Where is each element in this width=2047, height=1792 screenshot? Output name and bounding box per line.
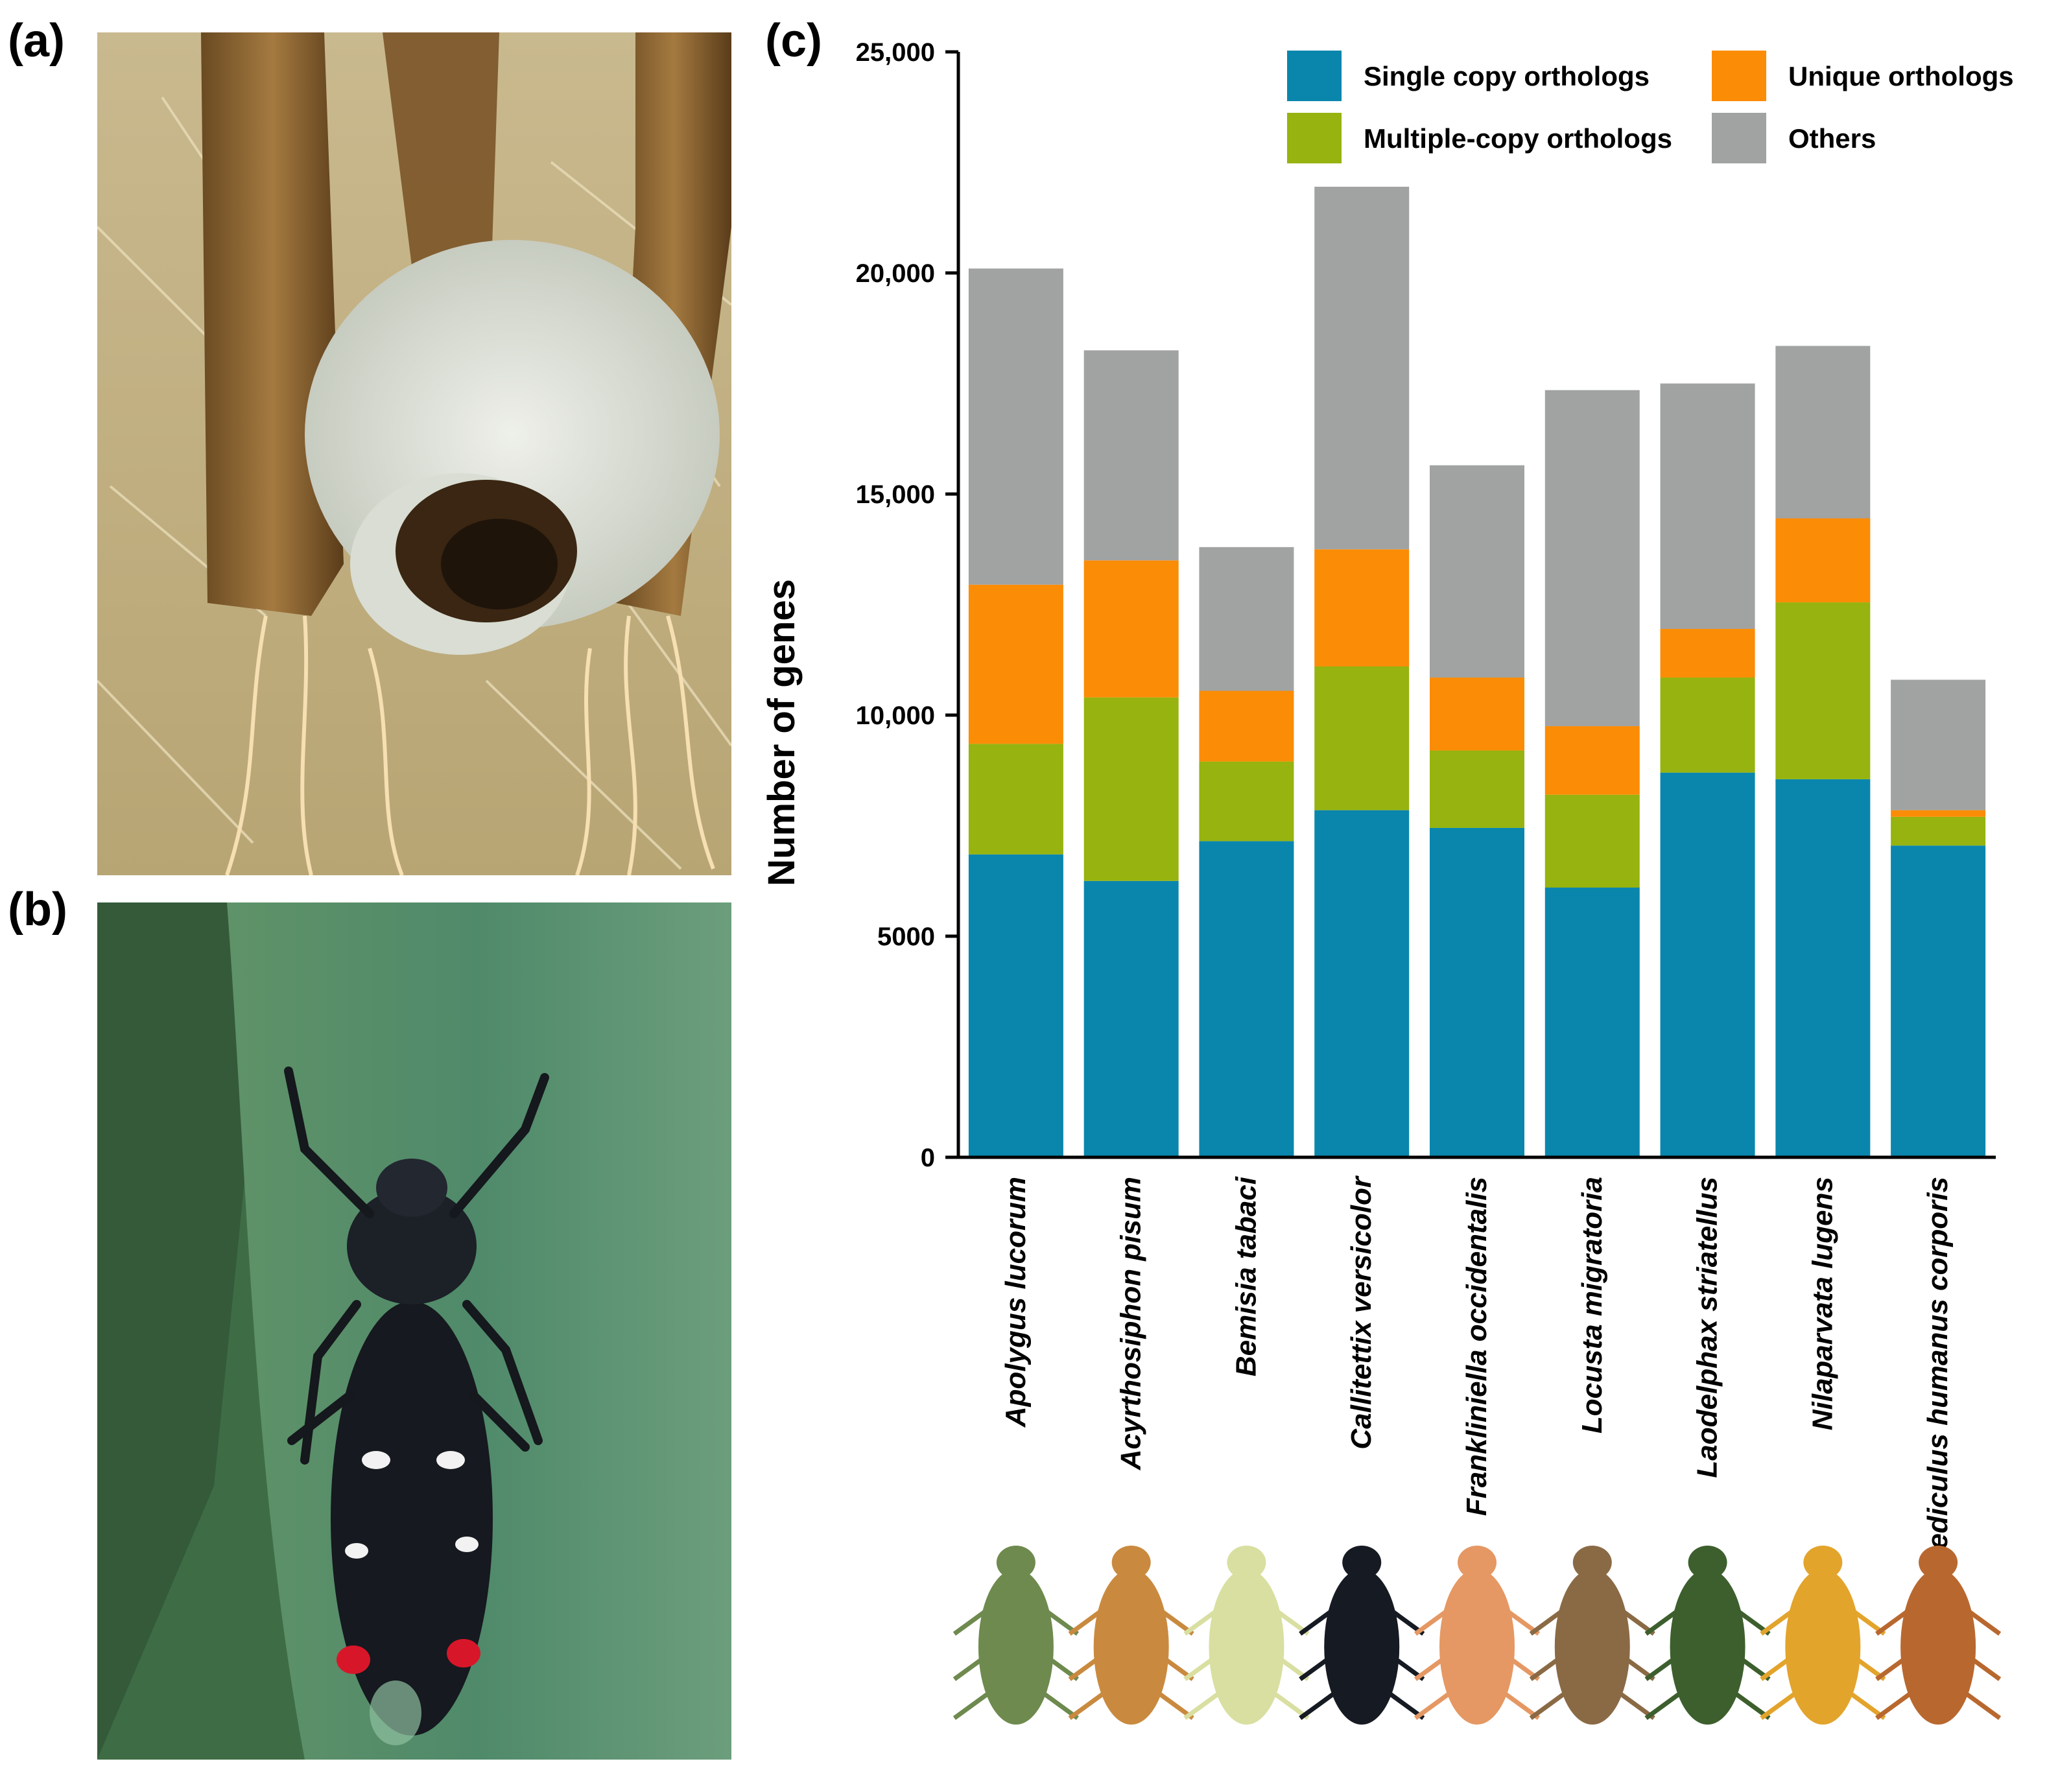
photo-a-nymph-spittle: [97, 32, 731, 875]
adult-froghopper-on-leaf-photo-icon: [97, 902, 731, 1760]
bar-segment-2-2: [1083, 697, 1179, 881]
bar-segment-4-3: [1314, 549, 1410, 666]
category-label-3: Bemisia tabaci: [1230, 1176, 1262, 1376]
bar-segment-6-4: [1544, 390, 1640, 727]
bar-segment-7-1: [1660, 772, 1755, 1157]
bar-segment-4-2: [1314, 666, 1410, 810]
legend-swatch-2: [1712, 51, 1766, 101]
y-tick-label-1: 0: [921, 1144, 935, 1172]
category-label-8: Nilaparvata lugens: [1806, 1177, 1838, 1430]
y-axis-title: Number of genes: [761, 579, 803, 886]
bar-segment-2-3: [1083, 560, 1179, 698]
category-label-4: Callitettix versicolor: [1345, 1175, 1377, 1449]
category-label-6: Locusta migratoria: [1576, 1177, 1608, 1433]
bar-segment-7-4: [1660, 383, 1755, 630]
insect-thumbnail-icon-2: [1068, 1546, 1194, 1725]
bar-segment-8-3: [1775, 518, 1871, 603]
bar-segment-9-1: [1891, 845, 1986, 1157]
bar-segment-3-4: [1199, 547, 1294, 691]
bar-segment-5-2: [1430, 750, 1524, 828]
insect-thumbnail-icon-7: [1644, 1546, 1771, 1725]
bar-segment-6-1: [1544, 887, 1640, 1157]
legend-label-4: Others: [1788, 123, 1876, 154]
bar-segment-2-4: [1083, 350, 1179, 561]
category-label-5: Frankliniella occidentalis: [1461, 1177, 1493, 1516]
bar-segment-3-2: [1199, 761, 1294, 842]
y-tick-label-4: 15,000: [856, 480, 935, 509]
panel-label-a: (a): [8, 15, 65, 67]
photo-b-adult-froghopper: [97, 902, 731, 1760]
bar-segment-8-4: [1775, 346, 1871, 519]
bar-segment-4-1: [1314, 810, 1410, 1157]
insect-thumbnail-icon-6: [1529, 1546, 1655, 1725]
legend-label-3: Multiple-copy orthologs: [1364, 123, 1672, 154]
bar-segment-1-4: [968, 268, 1063, 585]
category-label-7: Laodelphax striatellus: [1692, 1177, 1723, 1478]
insect-thumbnail-icon-8: [1760, 1546, 1886, 1725]
y-tick-label-5: 20,000: [856, 259, 935, 288]
bar-segment-5-3: [1430, 678, 1524, 751]
bar-segment-1-2: [968, 744, 1063, 855]
bar-segment-1-3: [968, 584, 1063, 744]
bar-segment-8-1: [1775, 779, 1871, 1157]
bar-segment-3-3: [1199, 690, 1294, 762]
bar-segment-7-3: [1660, 629, 1755, 678]
panel-label-b: (b): [8, 884, 67, 936]
panel-label-c: (c): [765, 15, 822, 67]
froghopper-nymph-spittle-photo-icon: [97, 32, 731, 875]
bar-segment-9-2: [1891, 816, 1986, 846]
category-label-9: Pediculus humanus corporis: [1922, 1177, 1954, 1568]
bar-segment-2-1: [1083, 880, 1179, 1157]
insect-thumbnail-icon-9: [1875, 1546, 2002, 1725]
insect-thumbnail-icon-3: [1183, 1546, 1310, 1725]
bar-segment-9-3: [1891, 810, 1986, 817]
bar-segment-9-4: [1891, 679, 1986, 810]
legend-label-2: Unique orthologs: [1788, 61, 2014, 91]
y-tick-label-3: 10,000: [856, 701, 935, 730]
legend-label-1: Single copy orthologs: [1364, 61, 1650, 91]
legend-swatch-1: [1287, 51, 1342, 101]
bar-segment-3-1: [1199, 841, 1294, 1157]
insect-thumbnail-icon-1: [953, 1546, 1079, 1725]
bar-segment-5-4: [1430, 465, 1524, 678]
bar-segment-6-2: [1544, 794, 1640, 888]
bar-segment-5-1: [1430, 827, 1524, 1157]
category-label-1: Apolygus lucorum: [1000, 1177, 1032, 1428]
category-label-2: Acyrthosiphon pisum: [1115, 1177, 1147, 1470]
bar-segment-1-1: [968, 854, 1063, 1157]
bar-segment-8-2: [1775, 602, 1871, 779]
bar-segment-7-2: [1660, 678, 1755, 773]
bar-segment-6-3: [1544, 726, 1640, 795]
bar-segment-4-4: [1314, 187, 1410, 550]
insect-body: [331, 1159, 493, 1736]
insect-thumbnail-icon-4: [1299, 1546, 1425, 1725]
legend-swatch-4: [1712, 113, 1766, 163]
legend-swatch-3: [1287, 113, 1342, 163]
insect-thumbnail-icon-5: [1414, 1546, 1541, 1725]
y-tick-label-6: 25,000: [856, 38, 935, 67]
y-tick-label-2: 5000: [877, 923, 935, 951]
